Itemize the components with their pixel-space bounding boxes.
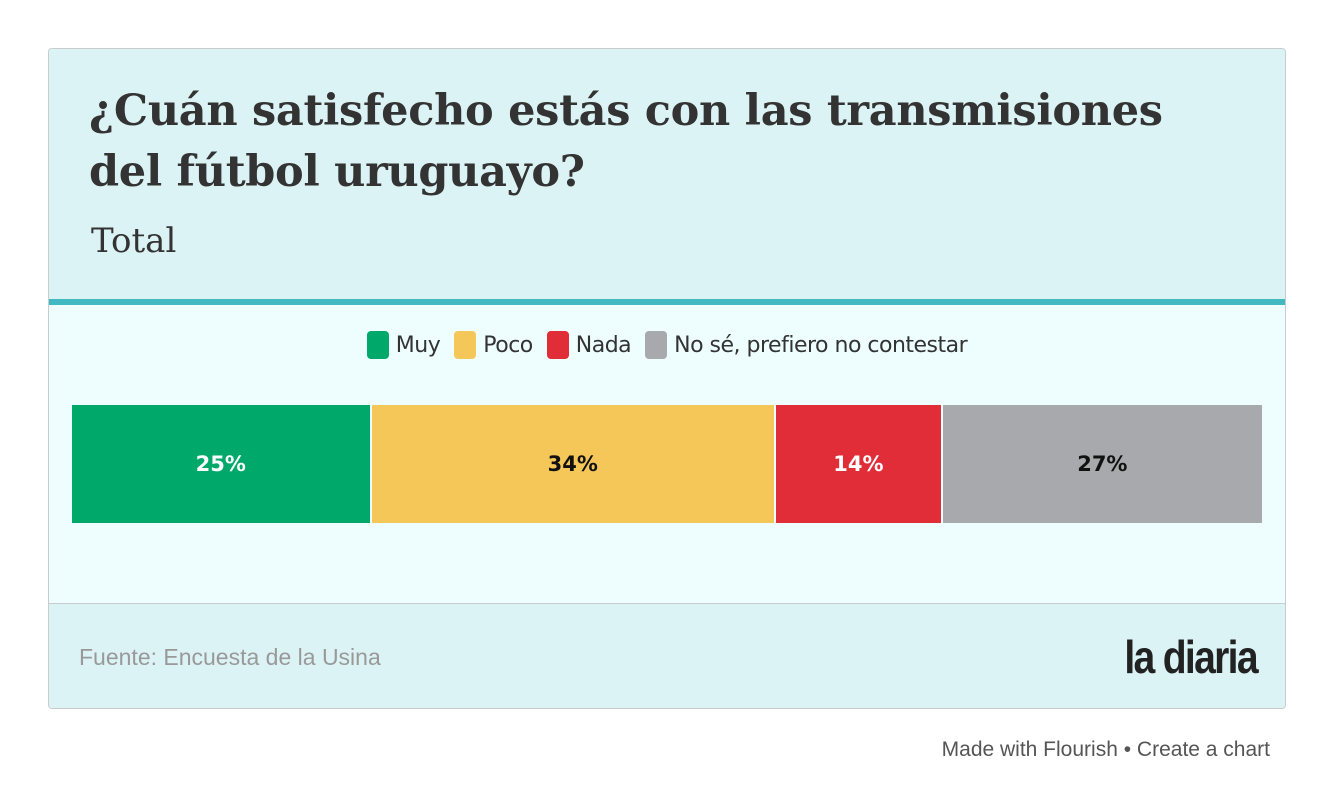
made-with-flourish-link[interactable]: Made with Flourish [941,738,1118,761]
flourish-credit: Made with Flourish • Create a chart [942,738,1270,762]
legend-swatch [454,331,477,359]
legend-label: Muy [395,332,441,358]
legend: Muy Poco Nada No sé, prefiero no contestar [49,331,1285,359]
legend-swatch [546,331,569,359]
legend-swatch [645,331,668,359]
legend-item[interactable]: Nada [546,331,632,359]
chart-footer: Fuente: Encuesta de la Usina la diaria [49,603,1285,708]
legend-label: Poco [483,332,533,358]
chart-title: ¿Cuán satisfecho estás con las transmisi… [89,86,1163,197]
bar-value-label: 25% [195,452,246,476]
stacked-bar: 25% 34% 14% 27% [72,405,1262,523]
la-diaria-logo: la diaria [1124,631,1259,683]
bar-value-label: 34% [547,452,598,476]
bar-value-label: 27% [1077,452,1128,476]
chart-header: ¿Cuán satisfecho estás con las transmisi… [49,49,1285,305]
legend-swatch [366,331,389,359]
bar-segment[interactable]: 25% [72,405,370,523]
legend-item[interactable]: Muy [366,331,441,359]
chart-card: ¿Cuán satisfecho estás con las transmisi… [48,48,1286,709]
source-note: Fuente: Encuesta de la Usina [79,644,381,670]
create-chart-link[interactable]: Create a chart [1136,738,1270,761]
legend-item[interactable]: Poco [454,331,533,359]
legend-item[interactable]: No sé, prefiero no contestar [645,331,968,359]
legend-label: Nada [575,332,632,358]
legend-label: No sé, prefiero no contestar [674,332,968,358]
credit-separator: • [1123,738,1132,761]
bar-segment[interactable]: 27% [942,405,1262,523]
bar-segment[interactable]: 14% [776,405,941,523]
bar-segment[interactable]: 34% [371,405,775,523]
chart-subtitle: Total [91,221,177,261]
bar-value-label: 14% [833,452,884,476]
